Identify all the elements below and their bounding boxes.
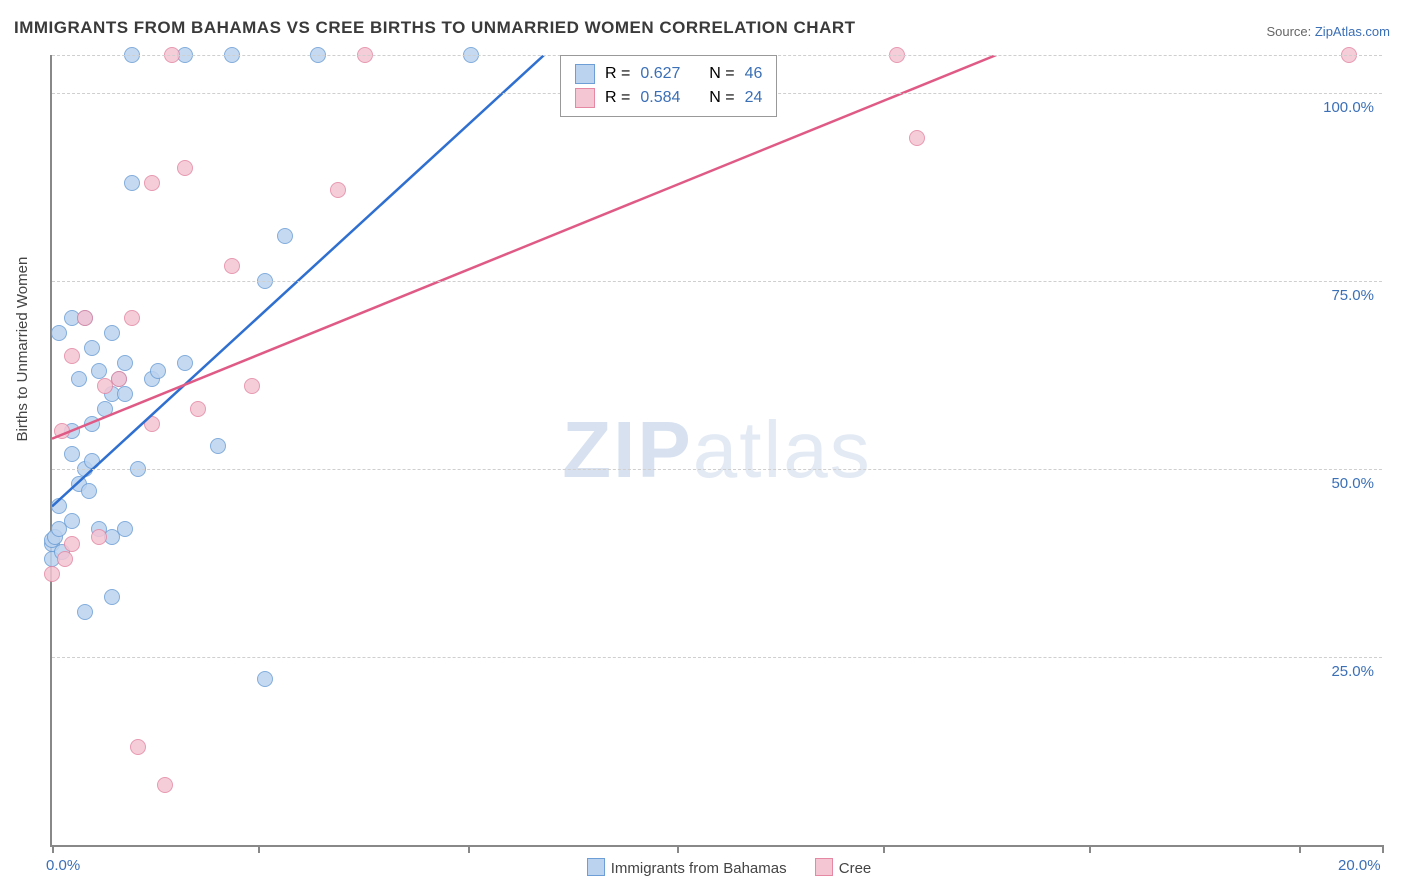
source-attribution: Source: ZipAtlas.com (1266, 24, 1390, 39)
data-point-bahamas (51, 498, 67, 514)
data-point-bahamas (81, 483, 97, 499)
x-tick (1089, 845, 1091, 853)
r-value-cree: 0.584 (640, 86, 680, 110)
r-label: R = (605, 86, 630, 110)
legend-label-cree: Cree (839, 860, 872, 877)
x-tick-label: 20.0% (1338, 857, 1381, 874)
y-tick-label: 50.0% (1331, 475, 1374, 492)
y-tick-label: 100.0% (1323, 99, 1374, 116)
data-point-cree (124, 310, 140, 326)
data-point-bahamas (104, 325, 120, 341)
data-point-cree (190, 401, 206, 417)
data-point-cree (157, 777, 173, 793)
x-tick (468, 845, 470, 853)
data-point-bahamas (84, 340, 100, 356)
data-point-bahamas (64, 513, 80, 529)
source-link[interactable]: ZipAtlas.com (1315, 24, 1390, 39)
legend-row-cree: R = 0.584 N = 24 (575, 86, 762, 110)
chart-title: IMMIGRANTS FROM BAHAMAS VS CREE BIRTHS T… (14, 18, 856, 38)
data-point-cree (91, 529, 107, 545)
x-tick (677, 845, 679, 853)
data-point-cree (64, 348, 80, 364)
y-tick-label: 25.0% (1331, 663, 1374, 680)
y-axis-label: Births to Unmarried Women (14, 257, 31, 442)
x-tick (1382, 845, 1384, 853)
gridline (52, 281, 1382, 282)
data-point-bahamas (117, 386, 133, 402)
y-tick-label: 75.0% (1331, 287, 1374, 304)
legend-top-swatch-cree (575, 88, 595, 108)
watermark: ZIPatlas (562, 404, 871, 496)
data-point-bahamas (97, 401, 113, 417)
data-point-bahamas (64, 446, 80, 462)
correlation-chart: IMMIGRANTS FROM BAHAMAS VS CREE BIRTHS T… (0, 0, 1406, 892)
r-value-bahamas: 0.627 (640, 62, 680, 86)
data-point-cree (177, 160, 193, 176)
x-tick (52, 845, 54, 853)
data-point-cree (144, 416, 160, 432)
data-point-bahamas (71, 371, 87, 387)
gridline (52, 657, 1382, 658)
data-point-cree (244, 378, 260, 394)
x-tick (258, 845, 260, 853)
gridline (52, 469, 1382, 470)
data-point-bahamas (257, 671, 273, 687)
data-point-bahamas (117, 355, 133, 371)
data-point-cree (224, 258, 240, 274)
n-label: N = (709, 86, 734, 110)
watermark-thin: atlas (693, 405, 872, 494)
n-label: N = (709, 62, 734, 86)
data-point-bahamas (177, 355, 193, 371)
legend-swatch-bahamas (587, 858, 605, 876)
legend-top-swatch-bahamas (575, 64, 595, 84)
data-point-bahamas (277, 228, 293, 244)
legend-row-bahamas: R = 0.627 N = 46 (575, 62, 762, 86)
data-point-cree (77, 310, 93, 326)
data-point-bahamas (124, 175, 140, 191)
data-point-cree (111, 371, 127, 387)
plot-area: ZIPatlas Immigrants from Bahamas Cree 25… (50, 55, 1382, 847)
x-tick (883, 845, 885, 853)
data-point-bahamas (91, 363, 107, 379)
data-point-cree (144, 175, 160, 191)
data-point-bahamas (150, 363, 166, 379)
data-point-cree (57, 551, 73, 567)
n-value-bahamas: 46 (745, 62, 763, 86)
legend-top: R = 0.627 N = 46 R = 0.584 N = 24 (560, 55, 777, 117)
legend-bottom: Immigrants from Bahamas Cree (52, 858, 1382, 877)
x-tick (1299, 845, 1301, 853)
data-point-bahamas (51, 325, 67, 341)
legend-label-bahamas: Immigrants from Bahamas (611, 860, 787, 877)
legend-swatch-cree (815, 858, 833, 876)
trend-line-cree (52, 55, 996, 439)
data-point-cree (64, 536, 80, 552)
source-prefix: Source: (1266, 24, 1314, 39)
data-point-cree (44, 566, 60, 582)
n-value-cree: 24 (745, 86, 763, 110)
watermark-bold: ZIP (562, 405, 692, 494)
data-point-bahamas (117, 521, 133, 537)
x-tick-label: 0.0% (46, 857, 80, 874)
data-point-cree (330, 182, 346, 198)
data-point-bahamas (84, 453, 100, 469)
data-point-bahamas (104, 589, 120, 605)
data-point-bahamas (210, 438, 226, 454)
data-point-bahamas (84, 416, 100, 432)
data-point-bahamas (77, 604, 93, 620)
data-point-cree (130, 739, 146, 755)
data-point-cree (909, 130, 925, 146)
r-label: R = (605, 62, 630, 86)
